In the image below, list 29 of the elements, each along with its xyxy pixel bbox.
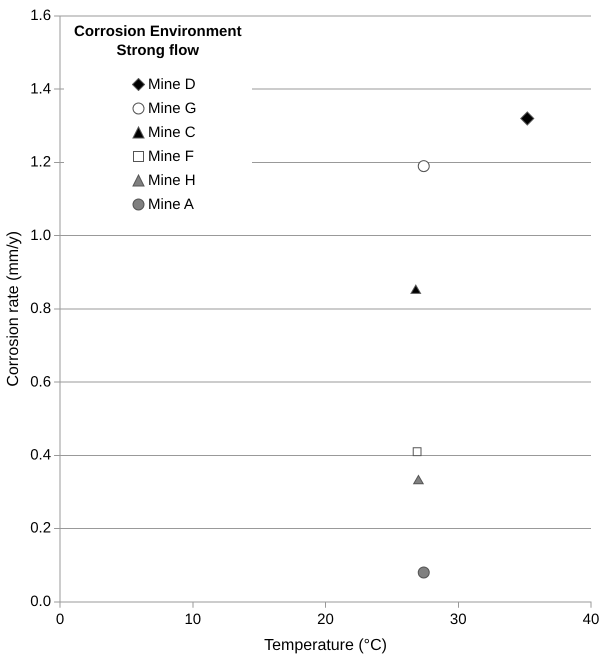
point <box>412 447 422 456</box>
y-tick-label: 0.6 <box>30 373 52 390</box>
point <box>410 284 422 294</box>
x-tick-label: 0 <box>56 610 64 628</box>
legend-label: Mine D <box>148 76 196 92</box>
x-tick-label: 40 <box>582 610 600 628</box>
legend-label: Mine A <box>148 196 194 212</box>
point <box>418 160 430 172</box>
legend-label: Mine C <box>148 124 196 140</box>
x-tick-label: 10 <box>184 610 202 628</box>
y-tick-label: 1.0 <box>30 226 52 244</box>
y-axis-title: Corrosion rate (mm/y) <box>5 231 22 387</box>
x-axis-title: Temperature (°C) <box>264 636 387 654</box>
legend-label: Mine G <box>148 100 196 116</box>
point <box>413 474 424 484</box>
y-tick-label: 0.8 <box>30 300 52 318</box>
y-tick-label: 0.2 <box>30 520 52 537</box>
point <box>520 112 534 126</box>
legend-label: Mine F <box>148 148 194 164</box>
point <box>418 566 430 579</box>
y-tick-label: 0.4 <box>30 446 52 464</box>
legend-title: Corrosion Environment Strong flow <box>74 22 242 60</box>
y-tick-label: 1.6 <box>30 7 52 24</box>
legend-label: Mine H <box>148 172 196 188</box>
y-tick-label: 1.4 <box>30 80 52 98</box>
x-tick-label: 30 <box>450 610 467 628</box>
y-tick-label: 1.2 <box>30 154 52 171</box>
x-tick-label: 20 <box>317 610 334 628</box>
y-tick-label: 0.0 <box>30 592 52 610</box>
